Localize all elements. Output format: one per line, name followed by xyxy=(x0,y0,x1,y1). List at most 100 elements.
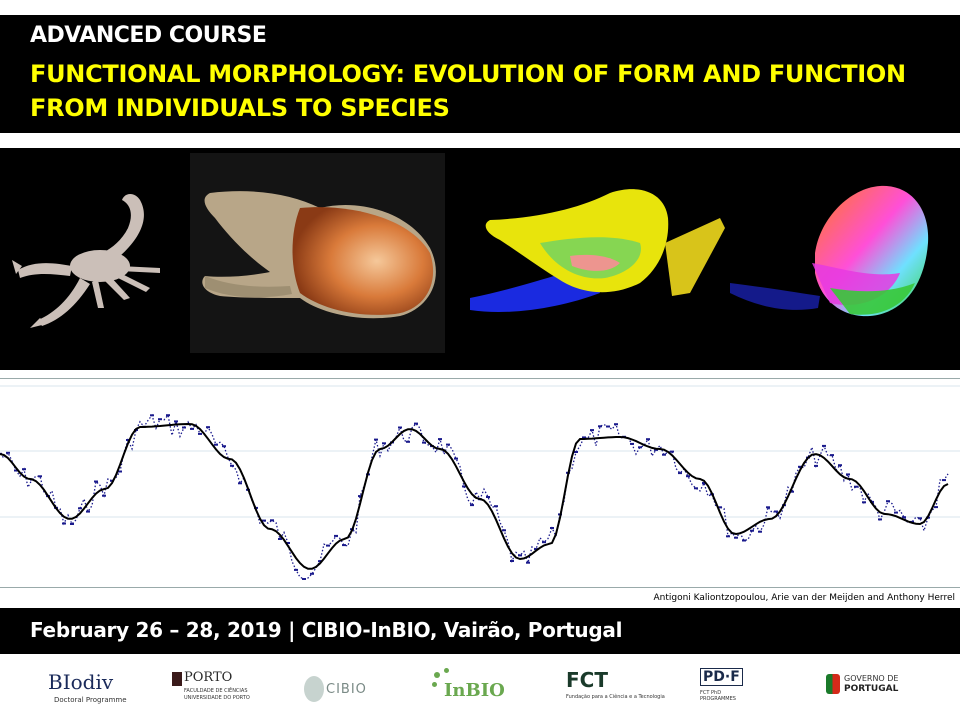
raw-trace-point xyxy=(750,529,754,532)
specimen-image-band xyxy=(0,148,960,370)
raw-trace-point xyxy=(318,560,322,563)
raw-trace-point xyxy=(894,511,898,514)
raw-trace-point xyxy=(694,487,698,490)
raw-trace-point xyxy=(190,427,194,430)
raw-trace-point xyxy=(798,465,802,468)
image-credit: Antigoni Kaliontzopoulou, Arie van der M… xyxy=(653,593,955,603)
pdf-logo: PD·F FCT PhD PROGRAMMES xyxy=(700,666,760,710)
raw-trace-point xyxy=(110,479,114,482)
raw-trace-point xyxy=(934,506,938,509)
raw-trace-point xyxy=(838,464,842,467)
date-location-banner: February 26 – 28, 2019 | CIBIO-InBIO, Va… xyxy=(0,608,960,654)
raw-trace-point xyxy=(646,438,650,441)
raw-trace-point xyxy=(686,475,690,478)
raw-trace-point xyxy=(526,561,530,564)
raw-trace-point xyxy=(62,522,66,525)
raw-trace-point xyxy=(150,414,154,417)
title-banner: ADVANCED COURSE FUNCTIONAL MORPHOLOGY: E… xyxy=(0,15,960,133)
raw-trace-point xyxy=(446,443,450,446)
raw-trace-point xyxy=(310,572,314,575)
raw-trace-point xyxy=(422,441,426,444)
raw-trace-point xyxy=(942,479,946,482)
raw-trace-point xyxy=(94,480,98,483)
raw-trace-point xyxy=(214,443,218,446)
raw-trace-point xyxy=(230,464,234,467)
governo-portugal-logo: GOVERNO DE PORTUGAL xyxy=(826,666,916,710)
raw-trace-point xyxy=(830,454,834,457)
claw-fiber-model xyxy=(730,185,929,317)
course-dates-location: February 26 – 28, 2019 | CIBIO-InBIO, Va… xyxy=(30,618,623,642)
raw-trace-point xyxy=(374,438,378,441)
course-title-line-2: FROM INDIVIDUALS TO SPECIES xyxy=(30,94,450,122)
raw-trace-point xyxy=(654,448,658,451)
inbio-logo: InBIO xyxy=(430,666,510,710)
raw-trace-point xyxy=(886,500,890,503)
raw-trace-point xyxy=(102,494,106,497)
trace-plot xyxy=(0,378,960,588)
raw-trace-point xyxy=(398,426,402,429)
cibio-logo: CIBIO xyxy=(302,666,382,710)
raw-trace-point xyxy=(470,504,474,507)
raw-trace-point xyxy=(822,444,826,447)
raw-trace-point xyxy=(846,473,850,476)
raw-trace-point xyxy=(502,529,506,532)
specimen-illustrations xyxy=(12,153,929,353)
raw-trace-point xyxy=(166,414,170,417)
raw-trace-point xyxy=(326,544,330,547)
raw-trace-point xyxy=(734,536,738,539)
raw-trace-point xyxy=(534,548,538,551)
raw-trace-point xyxy=(718,506,722,509)
raw-trace-point xyxy=(638,446,642,449)
raw-trace-point xyxy=(742,539,746,542)
raw-trace-line xyxy=(0,413,949,580)
raw-trace-point xyxy=(614,423,618,426)
raw-trace-point xyxy=(510,560,514,562)
raw-trace-point xyxy=(494,505,498,508)
raw-trace-point xyxy=(902,516,906,519)
smoothed-trace-line xyxy=(0,422,949,570)
raw-trace-point xyxy=(118,470,122,473)
raw-trace-point xyxy=(78,507,82,510)
trace-plot-svg xyxy=(0,385,960,580)
course-title: FUNCTIONAL MORPHOLOGY: EVOLUTION OF FORM… xyxy=(30,57,906,125)
raw-trace-point xyxy=(174,420,178,423)
raw-trace-point xyxy=(22,468,26,471)
raw-trace-point xyxy=(462,485,466,488)
raw-trace-point xyxy=(198,432,202,435)
raw-trace-point xyxy=(758,530,762,533)
raw-trace-point xyxy=(14,469,18,472)
raw-trace-point xyxy=(790,490,794,493)
raw-trace-point xyxy=(766,506,770,509)
raw-trace-point xyxy=(70,523,74,525)
raw-trace-point xyxy=(702,482,706,484)
raw-trace-point xyxy=(182,426,186,429)
raw-trace-point xyxy=(454,457,458,460)
raw-trace-point xyxy=(126,439,130,441)
raw-trace-point xyxy=(486,496,490,498)
raw-trace-point xyxy=(86,510,90,513)
raw-trace-point xyxy=(574,451,578,453)
raw-trace-point xyxy=(262,519,266,522)
raw-trace-point xyxy=(286,542,290,544)
raw-trace-point xyxy=(278,538,282,540)
biodiv-logo: BIodiv Doctoral Programme xyxy=(48,670,127,704)
raw-trace-point xyxy=(270,519,274,522)
raw-trace-point xyxy=(206,426,210,429)
raw-trace-point xyxy=(606,425,610,428)
raw-trace-point xyxy=(294,568,298,571)
raw-trace-point xyxy=(814,464,818,467)
raw-trace-point xyxy=(542,541,546,544)
raw-trace-point xyxy=(590,429,594,432)
raw-trace-point xyxy=(630,442,634,445)
scorpion-claw-photo xyxy=(190,153,445,353)
raw-trace-point xyxy=(598,425,602,428)
raw-trace-point xyxy=(238,482,242,485)
scorpion-icon xyxy=(12,194,160,328)
raw-trace-point xyxy=(918,517,922,520)
raw-trace-point xyxy=(726,535,730,538)
raw-trace-points xyxy=(0,414,946,580)
raw-trace-point xyxy=(854,485,858,488)
raw-trace-point xyxy=(670,450,674,453)
raw-trace-point xyxy=(222,445,226,448)
raw-trace-point xyxy=(678,472,682,475)
